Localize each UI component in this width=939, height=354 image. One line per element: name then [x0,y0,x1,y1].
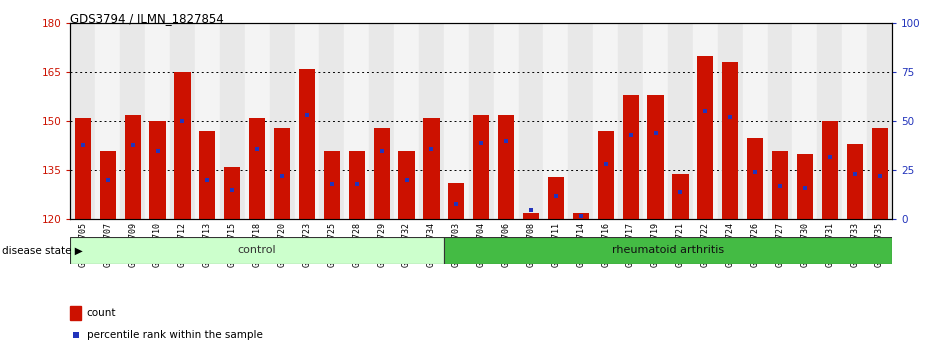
Bar [668,23,693,219]
Bar [120,23,146,219]
Bar [717,23,743,219]
Bar [423,118,439,219]
Bar [299,69,316,219]
Bar [547,177,564,219]
Bar [847,144,863,219]
Bar [394,23,419,219]
Bar [345,23,369,219]
Bar [96,23,120,219]
Text: GDS3794 / ILMN_1827854: GDS3794 / ILMN_1827854 [70,12,224,25]
Bar [597,131,614,219]
Bar [75,118,91,219]
Bar [767,23,793,219]
Bar [70,307,81,320]
Bar [544,23,568,219]
Bar [419,23,444,219]
Bar [523,213,539,219]
Bar [822,121,838,219]
Bar [175,72,191,219]
Bar [319,23,345,219]
Bar [722,62,738,219]
Bar [146,23,170,219]
Bar [793,23,817,219]
Bar [348,151,365,219]
Bar [747,138,763,219]
Bar [672,174,688,219]
Text: count: count [87,308,116,318]
Bar [444,23,469,219]
Bar [125,115,141,219]
Bar [494,23,518,219]
Bar [374,128,390,219]
Bar [170,23,195,219]
Bar [274,128,290,219]
Bar [469,23,494,219]
Bar [743,23,767,219]
Bar [269,23,295,219]
Bar [245,23,269,219]
Bar [70,237,444,264]
Bar [698,56,714,219]
Bar [871,128,887,219]
Bar [498,115,515,219]
Bar [618,23,643,219]
Bar [448,183,465,219]
Text: percentile rank within the sample: percentile rank within the sample [87,330,263,341]
Bar [369,23,394,219]
Bar [693,23,717,219]
Bar [444,237,892,264]
Bar [797,154,813,219]
Text: disease state ▶: disease state ▶ [2,245,83,255]
Bar [568,23,593,219]
Bar [867,23,892,219]
Text: control: control [238,245,276,256]
Bar [295,23,319,219]
Bar [220,23,245,219]
Bar [518,23,544,219]
Bar [473,115,489,219]
Bar [817,23,842,219]
Bar [842,23,867,219]
Bar [195,23,220,219]
Bar [398,151,415,219]
Bar [324,151,340,219]
Bar [647,95,664,219]
Bar [199,131,215,219]
Bar [224,167,240,219]
Bar [100,151,115,219]
Text: rheumatoid arthritis: rheumatoid arthritis [612,245,724,256]
Bar [149,121,165,219]
Bar [249,118,265,219]
Bar [623,95,639,219]
Bar [70,23,96,219]
Bar [573,213,589,219]
Bar [643,23,668,219]
Bar [593,23,618,219]
Bar [772,151,788,219]
